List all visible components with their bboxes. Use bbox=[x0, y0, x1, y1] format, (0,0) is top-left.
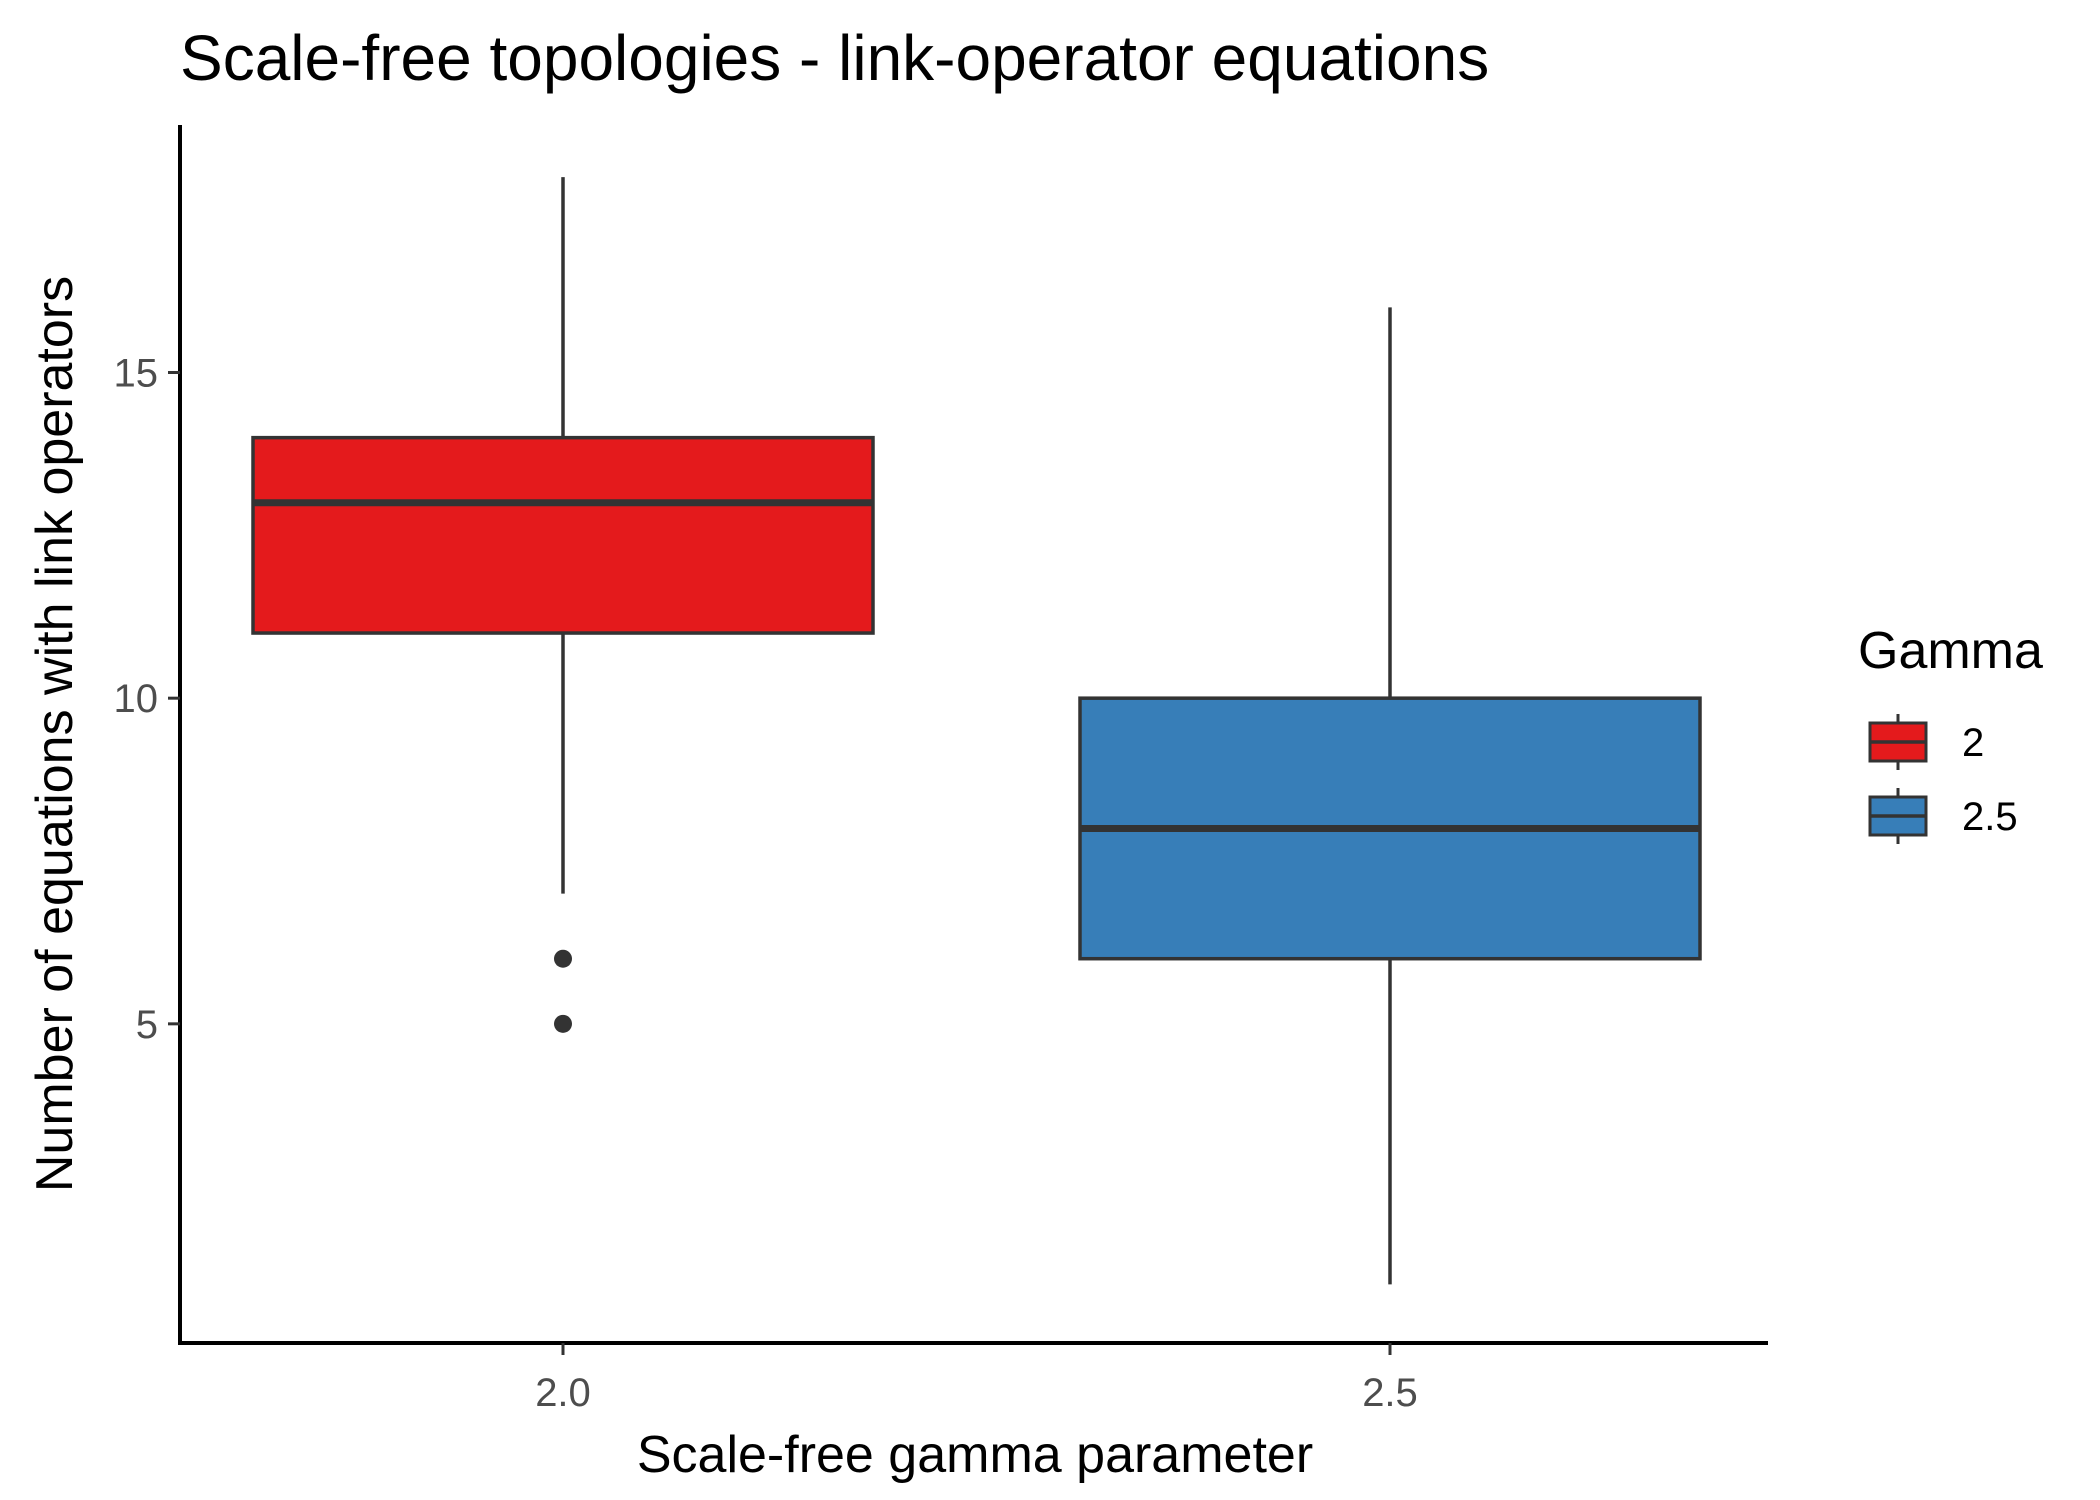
box-iqr bbox=[251, 435, 875, 635]
legend-label: 2.5 bbox=[1962, 795, 2018, 839]
outlier-point bbox=[554, 949, 572, 968]
legend-item: 2 bbox=[1868, 714, 1984, 770]
x-tick-label: 2.0 bbox=[535, 1371, 591, 1415]
x-axis-title: Scale-free gamma parameter bbox=[637, 1426, 1313, 1484]
chart-title: Scale-free topologies - link-operator eq… bbox=[180, 22, 1489, 94]
y-axis-title: Number of equations with link operators bbox=[26, 276, 84, 1192]
box-group bbox=[251, 177, 875, 1033]
x-ticks: 2.0 2.5 bbox=[535, 1343, 1418, 1415]
y-ticks: 5 10 15 bbox=[114, 352, 180, 1047]
x-tick-label: 2.5 bbox=[1362, 1371, 1418, 1415]
legend-title: Gamma bbox=[1858, 622, 2043, 680]
legend: Gamma 22.5 bbox=[1858, 622, 2043, 844]
legend-label: 2 bbox=[1962, 721, 1984, 765]
box-group bbox=[1078, 307, 1702, 1285]
legend-items: 22.5 bbox=[1868, 714, 2018, 844]
plot-area: 5 10 15 2.0 2.5 bbox=[114, 125, 1768, 1415]
y-tick-label: 5 bbox=[136, 1003, 158, 1047]
legend-item: 2.5 bbox=[1868, 788, 2018, 844]
y-tick-label: 15 bbox=[114, 352, 159, 396]
outlier-point bbox=[554, 1014, 572, 1033]
y-tick-label: 10 bbox=[114, 677, 159, 721]
boxes-layer bbox=[251, 177, 1702, 1285]
